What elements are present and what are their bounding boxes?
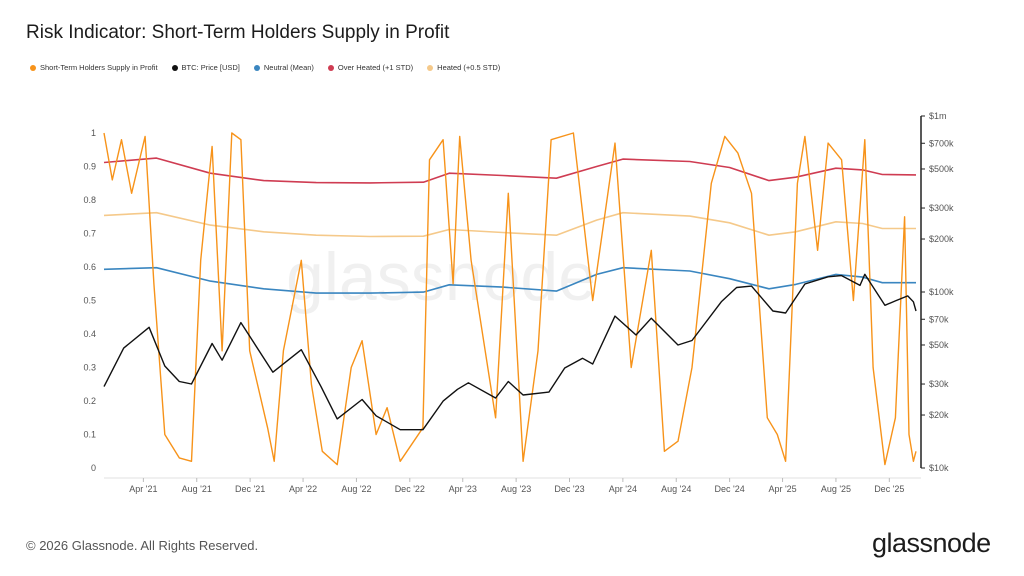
legend-dot-icon [30,64,36,71]
legend-label: Neutral (Mean) [263,63,314,72]
legend-dot-icon [171,64,178,71]
x-axis-tick-label: Apr '24 [609,484,637,494]
x-axis-tick-label: Aug '22 [341,484,371,494]
left-axis-tick-label: 0.1 [83,430,96,440]
left-axis-tick-label: 0.4 [83,329,96,339]
series-line-over-heated-1-std [103,157,917,184]
legend-item-heated[interactable]: Heated (+0.5 STD) [427,63,500,72]
legend-item-over-heated[interactable]: Over Heated (+1 STD) [327,63,414,72]
x-axis-tick-label: Aug '21 [182,484,212,494]
legend-label: BTC: Price [USD] [181,63,240,72]
left-axis-tick-label: 0.2 [83,396,96,406]
right-axis-tick-label: $500k [929,164,954,174]
left-axis-tick-label: 0.3 [83,363,96,373]
x-axis-tick-label: Aug '24 [661,484,691,494]
left-axis-tick-label: 0.9 [83,162,96,172]
right-axis-tick-label: $100k [929,287,954,297]
left-axis-tick-label: 0.8 [83,195,96,205]
left-axis-tick-label: 0.6 [83,262,96,272]
legend-dot-icon [427,64,434,71]
x-axis-tick-label: Dec '24 [715,484,745,494]
x-axis-tick-label: Dec '22 [395,484,425,494]
legend-item-sth-supply-in-profit[interactable]: Short-Term Holders Supply in Profit [30,63,158,72]
right-axis-tick-label: $10k [929,463,949,473]
copyright-text: © 2026 Glassnode. All Rights Reserved. [26,538,259,553]
right-axis: $10k $20k $30k $50k $70k $100k $200k $300k $500k… [920,111,954,473]
x-axis-tick-label: Aug '23 [501,484,531,494]
legend-dot-icon [253,64,260,71]
x-axis-tick-label: Apr '21 [129,484,157,494]
series-layer [103,132,917,466]
right-axis-tick-label: $30k [929,379,949,389]
left-axis-tick-label: 0 [91,463,96,473]
series-line-heated-0-5-std [103,211,916,238]
x-axis-tick-label: Apr '25 [768,484,796,494]
x-axis-tick-label: Dec '23 [554,484,584,494]
x-axis: Apr '21 Aug '21 Dec '21 Apr '22 Aug '22 Dec '… [104,477,921,494]
legend-label: Short-Term Holders Supply in Profit [40,63,158,72]
right-axis-tick-label: $50k [929,340,949,350]
right-axis-tick-label: $1m [929,111,947,121]
right-axis-tick-label: $200k [929,234,954,244]
x-axis-tick-label: Apr '22 [289,484,317,494]
series-line-short-term-holders-supply-in-profit [103,132,917,466]
legend-dot-icon [327,64,334,71]
watermark: glassnode [286,239,596,315]
right-axis-tick-label: $300k [929,203,954,213]
legend-label: Over Heated (+1 STD) [337,63,414,72]
left-axis-tick-label: 0.7 [83,229,96,239]
glassnode-logo[interactable]: glassnode [872,528,991,558]
x-axis-tick-label: Aug '25 [821,484,851,494]
legend-label: Heated (+0.5 STD) [437,63,501,72]
right-axis-tick-label: $70k [929,314,949,324]
right-axis-tick-label: $20k [929,410,949,420]
legend-item-btc-price[interactable]: BTC: Price [USD] [171,63,240,72]
series-line-btc-price-usd [103,273,917,431]
x-axis-tick-label: Dec '25 [874,484,904,494]
chart-title: Risk Indicator: Short-Term Holders Suppl… [26,22,450,43]
legend-item-neutral-mean[interactable]: Neutral (Mean) [253,63,314,72]
right-axis-tick-label: $700k [929,138,954,148]
x-axis-tick-label: Apr '23 [449,484,477,494]
left-axis-tick-label: 0.5 [83,296,96,306]
x-axis-tick-label: Dec '21 [235,484,265,494]
left-axis: 0 0.1 0.2 0.3 0.4 0.5 0.6 0.7 0.8 0.9 1 [83,128,96,473]
chart-legend: Short-Term Holders Supply in Profit BTC:… [30,63,500,72]
left-axis-tick-label: 1 [91,128,96,138]
